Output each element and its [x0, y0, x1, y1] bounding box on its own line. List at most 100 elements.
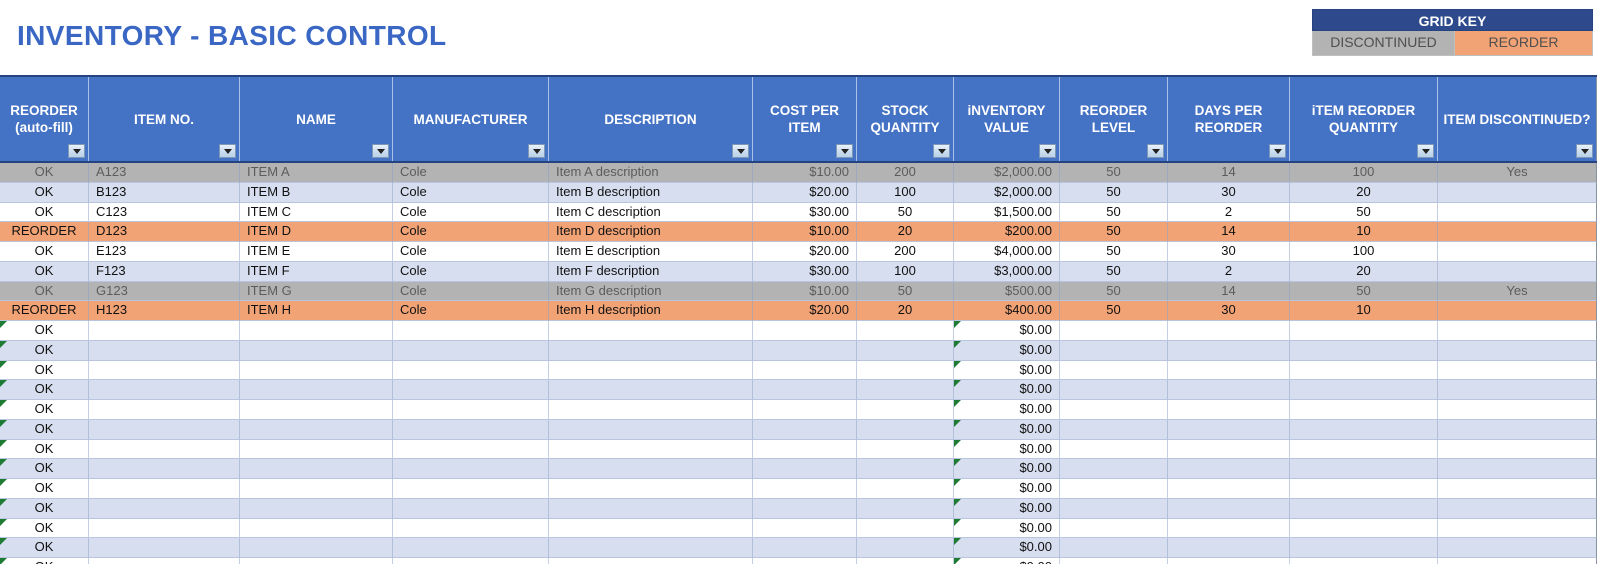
- cell-name[interactable]: ITEM B: [240, 182, 393, 203]
- cell-reorder_level[interactable]: 50: [1060, 222, 1168, 242]
- cell-days_per_reorder[interactable]: 2: [1168, 202, 1290, 223]
- cell-stock_quantity[interactable]: 100: [857, 182, 954, 203]
- cell-item_reorder_quantity[interactable]: 100: [1290, 242, 1438, 262]
- cell-inventory_value[interactable]: $0.00: [954, 558, 1060, 564]
- cell-days_per_reorder[interactable]: [1168, 400, 1290, 420]
- cell-name[interactable]: [240, 479, 393, 499]
- cell-description[interactable]: [549, 498, 753, 519]
- column-header-cost_per_item[interactable]: COST PER ITEM: [753, 77, 857, 161]
- cell-cost_per_item[interactable]: [753, 380, 857, 400]
- cell-cost_per_item[interactable]: [753, 479, 857, 499]
- cell-name[interactable]: [240, 439, 393, 460]
- cell-name[interactable]: [240, 321, 393, 341]
- cell-item_reorder_quantity[interactable]: 20: [1290, 182, 1438, 203]
- cell-item_discontinued[interactable]: [1438, 439, 1597, 460]
- cell-days_per_reorder[interactable]: [1168, 321, 1290, 341]
- cell-item_reorder_quantity[interactable]: 10: [1290, 301, 1438, 321]
- cell-name[interactable]: ITEM G: [240, 281, 393, 302]
- cell-days_per_reorder[interactable]: [1168, 360, 1290, 381]
- cell-name[interactable]: [240, 538, 393, 558]
- cell-stock_quantity[interactable]: 100: [857, 261, 954, 282]
- column-header-reorder_level[interactable]: REORDER LEVEL: [1060, 77, 1168, 161]
- cell-item_no[interactable]: F123: [89, 261, 240, 282]
- cell-description[interactable]: Item C description: [549, 202, 753, 223]
- cell-days_per_reorder[interactable]: [1168, 380, 1290, 400]
- cell-name[interactable]: [240, 558, 393, 564]
- cell-inventory_value[interactable]: $0.00: [954, 459, 1060, 479]
- cell-reorder_level[interactable]: [1060, 479, 1168, 499]
- cell-name[interactable]: [240, 360, 393, 381]
- cell-item_no[interactable]: [89, 400, 240, 420]
- cell-stock_quantity[interactable]: [857, 538, 954, 558]
- cell-stock_quantity[interactable]: 50: [857, 202, 954, 223]
- cell-inventory_value[interactable]: $0.00: [954, 538, 1060, 558]
- cell-description[interactable]: Item H description: [549, 301, 753, 321]
- cell-days_per_reorder[interactable]: [1168, 419, 1290, 440]
- grid-key-reorder-cell[interactable]: REORDER: [1455, 31, 1593, 56]
- cell-cost_per_item[interactable]: $10.00: [753, 163, 857, 183]
- cell-item_no[interactable]: [89, 558, 240, 564]
- cell-item_reorder_quantity[interactable]: [1290, 380, 1438, 400]
- cell-description[interactable]: [549, 459, 753, 479]
- cell-item_reorder_quantity[interactable]: [1290, 439, 1438, 460]
- cell-item_discontinued[interactable]: [1438, 459, 1597, 479]
- cell-status[interactable]: OK: [0, 459, 89, 479]
- cell-stock_quantity[interactable]: 200: [857, 163, 954, 183]
- cell-description[interactable]: Item B description: [549, 182, 753, 203]
- cell-item_no[interactable]: [89, 439, 240, 460]
- cell-cost_per_item[interactable]: [753, 518, 857, 539]
- cell-reorder_level[interactable]: 50: [1060, 281, 1168, 302]
- column-header-status[interactable]: REORDER (auto-fill): [0, 77, 89, 161]
- cell-stock_quantity[interactable]: [857, 479, 954, 499]
- cell-stock_quantity[interactable]: [857, 459, 954, 479]
- cell-item_no[interactable]: [89, 479, 240, 499]
- cell-inventory_value[interactable]: $1,500.00: [954, 202, 1060, 223]
- cell-cost_per_item[interactable]: $30.00: [753, 261, 857, 282]
- cell-status[interactable]: OK: [0, 202, 89, 223]
- cell-item_reorder_quantity[interactable]: [1290, 479, 1438, 499]
- cell-item_no[interactable]: [89, 459, 240, 479]
- cell-manufacturer[interactable]: [393, 400, 549, 420]
- cell-status[interactable]: OK: [0, 321, 89, 341]
- cell-description[interactable]: Item A description: [549, 163, 753, 183]
- cell-description[interactable]: [549, 400, 753, 420]
- cell-status[interactable]: OK: [0, 182, 89, 203]
- cell-reorder_level[interactable]: [1060, 498, 1168, 519]
- cell-item_reorder_quantity[interactable]: [1290, 558, 1438, 564]
- cell-item_discontinued[interactable]: [1438, 222, 1597, 242]
- cell-stock_quantity[interactable]: [857, 498, 954, 519]
- column-header-name[interactable]: NAME: [240, 77, 393, 161]
- cell-item_no[interactable]: B123: [89, 182, 240, 203]
- cell-name[interactable]: [240, 380, 393, 400]
- filter-dropdown-button[interactable]: [372, 144, 389, 158]
- cell-item_reorder_quantity[interactable]: [1290, 498, 1438, 519]
- cell-inventory_value[interactable]: $200.00: [954, 222, 1060, 242]
- cell-name[interactable]: ITEM E: [240, 242, 393, 262]
- cell-stock_quantity[interactable]: [857, 360, 954, 381]
- cell-inventory_value[interactable]: $0.00: [954, 498, 1060, 519]
- cell-reorder_level[interactable]: [1060, 340, 1168, 361]
- cell-status[interactable]: OK: [0, 498, 89, 519]
- cell-inventory_value[interactable]: $2,000.00: [954, 163, 1060, 183]
- cell-name[interactable]: [240, 518, 393, 539]
- cell-days_per_reorder[interactable]: 14: [1168, 281, 1290, 302]
- filter-dropdown-button[interactable]: [1417, 144, 1434, 158]
- cell-status[interactable]: OK: [0, 340, 89, 361]
- cell-inventory_value[interactable]: $0.00: [954, 479, 1060, 499]
- cell-days_per_reorder[interactable]: [1168, 479, 1290, 499]
- cell-item_no[interactable]: D123: [89, 222, 240, 242]
- cell-status[interactable]: OK: [0, 261, 89, 282]
- cell-item_discontinued[interactable]: [1438, 380, 1597, 400]
- cell-days_per_reorder[interactable]: 14: [1168, 222, 1290, 242]
- filter-dropdown-button[interactable]: [68, 144, 85, 158]
- cell-days_per_reorder[interactable]: [1168, 558, 1290, 564]
- cell-inventory_value[interactable]: $0.00: [954, 380, 1060, 400]
- cell-stock_quantity[interactable]: 20: [857, 301, 954, 321]
- cell-item_reorder_quantity[interactable]: [1290, 518, 1438, 539]
- cell-reorder_level[interactable]: 50: [1060, 242, 1168, 262]
- cell-inventory_value[interactable]: $3,000.00: [954, 261, 1060, 282]
- cell-inventory_value[interactable]: $0.00: [954, 439, 1060, 460]
- cell-reorder_level[interactable]: 50: [1060, 301, 1168, 321]
- filter-dropdown-button[interactable]: [219, 144, 236, 158]
- cell-item_no[interactable]: [89, 498, 240, 519]
